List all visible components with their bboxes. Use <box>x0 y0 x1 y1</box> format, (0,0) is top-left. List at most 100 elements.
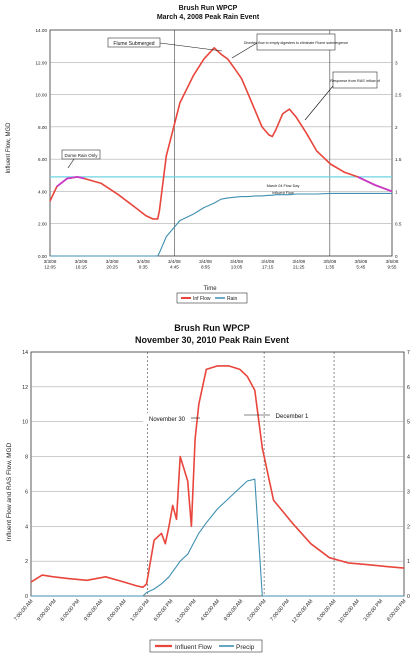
chart1-annotation-dome: Dome Rain Only <box>64 153 98 158</box>
y-tick-label: 4 <box>25 524 28 530</box>
x-tick-label: 5:00:00 AM <box>316 598 337 622</box>
x-tick-label: 9:00:00 PM <box>36 598 58 622</box>
plot-area <box>30 351 405 597</box>
x-tick-label: 3/3/08 16:15 <box>75 259 88 270</box>
y2-tick-label: 0 <box>395 254 398 259</box>
chart-march-2008: Brush Run WPCP March 4, 2008 Peak Rain E… <box>6 5 402 304</box>
x-tick-label: 12:00:00 AM <box>291 598 314 624</box>
y-tick-label: 12.00 <box>36 60 48 65</box>
x-tick-label: 8:00:00 AM <box>106 598 127 622</box>
chart1-legend: Inf Flow Rain <box>176 292 248 304</box>
x-tick-label: 9:00:00 AM <box>83 598 104 622</box>
chart2-legend-label-precip: Precip <box>236 644 255 651</box>
chart1-legend-label-rain: Rain <box>227 296 238 302</box>
y-tick-label: 14.00 <box>36 28 48 33</box>
y2-tick-label: 0 <box>407 594 410 600</box>
x-tick-label: 9:00:00 AM <box>223 598 244 622</box>
y-tick-label: 2 <box>25 559 28 565</box>
x-tick-label: 3/3/08 12:05 <box>44 259 57 270</box>
y-tick-label: 14 <box>22 350 28 356</box>
x-tick-label: 3/5/08 1:35 <box>323 259 336 270</box>
chart1-arrow-diverted <box>231 42 258 59</box>
x-tick-label: 6:00:00 PM <box>153 598 175 622</box>
chart2-legend-box <box>149 639 263 653</box>
y2-tick-label: 3.5 <box>395 28 402 33</box>
x-tick-label: 3/4/08 21:25 <box>292 259 305 270</box>
chart1-arrow-dome <box>67 158 75 169</box>
y2-tick-label: 7 <box>407 350 410 356</box>
y-tick-label: 4.00 <box>38 189 47 194</box>
chart2-legend: Influent Flow Precip <box>149 639 263 653</box>
y-tick-label: 10 <box>22 420 28 426</box>
chart1-arrow-flume <box>159 42 223 52</box>
y2-tick-label: 1 <box>395 189 398 194</box>
chart1-annotation-box-response <box>332 71 378 89</box>
y2-tick-label: 4 <box>407 455 410 461</box>
x-tick-label: 6:00:00 PM <box>60 598 82 622</box>
chart1-legend-box <box>176 292 248 304</box>
x-tick-label: 3/4/08 4:45 <box>168 259 181 270</box>
chart1-legend-label-inf: Inf Flow <box>193 296 211 302</box>
chart1-annotation-box-flume <box>107 37 161 48</box>
chart1-ylabel: Influent Flow, MGD <box>6 122 12 174</box>
x-tick-label: 8:00:00 PM <box>386 598 408 622</box>
x-tick-label: 3/3/08 20:25 <box>106 259 119 270</box>
y2-tick-label: 1 <box>407 559 410 565</box>
chart1-annotation-box-diverted <box>256 33 336 51</box>
y-tick-label: 0.00 <box>38 254 47 259</box>
chart1-annotation-response: Response from RAS inflow of <box>330 79 381 83</box>
chart1-subtitle: March 4, 2008 Peak Rain Event <box>157 14 260 21</box>
chart2-title: Brush Run WPCP <box>174 323 250 333</box>
x-tick-label: 3:00:00 PM <box>363 598 385 622</box>
y-tick-label: 8.00 <box>38 125 47 130</box>
plot-area <box>49 29 393 257</box>
y2-tick-label: 0.5 <box>395 222 402 227</box>
chart1-title: Brush Run WPCP <box>179 5 238 12</box>
chart2-annotation-dec1: December 1 <box>276 414 309 420</box>
y-tick-label: 0 <box>25 594 28 600</box>
y-tick-label: 10.00 <box>36 93 48 98</box>
chart2-annotation-box-nov30 <box>143 413 191 423</box>
chart1-annotation-flowday: March 04 Flow Day <box>267 184 300 188</box>
chart2-annotation-nov30: November 30 <box>149 417 186 423</box>
x-tick-label: 7:00:00 PM <box>269 598 291 622</box>
x-tick-label: 3/4/08 13:05 <box>230 259 243 270</box>
y-tick-label: 6 <box>25 489 28 495</box>
y-tick-label: 12 <box>22 385 28 391</box>
x-tick-label: 3/4/08 0:35 <box>137 259 150 270</box>
y-tick-label: 6.00 <box>38 157 47 162</box>
chart1-annotation-flume: Flume Submerged <box>113 41 154 47</box>
chart1-annotation-diverted: Diverted flow to empty digesters to elim… <box>244 41 348 45</box>
y-tick-label: 2.00 <box>38 222 47 227</box>
y2-tick-label: 2 <box>395 125 398 130</box>
chart-november-2010: Brush Run WPCP November 30, 2010 Peak Ra… <box>6 323 410 653</box>
series-line-influent-flow <box>30 365 405 589</box>
chart2-legend-label-flow: Influent Flow <box>175 644 212 651</box>
x-tick-label: 3/5/08 9:55 <box>386 259 399 270</box>
x-tick-label: 4:00:00 AM <box>200 598 221 622</box>
x-tick-label: 3/4/08 17:15 <box>261 259 274 270</box>
y2-tick-label: 5 <box>407 420 410 426</box>
y2-tick-label: 2 <box>407 524 410 530</box>
series-line-inf-flow <box>49 46 393 220</box>
y2-tick-label: 1.5 <box>395 157 402 162</box>
chart2-subtitle: November 30, 2010 Peak Rain Event <box>135 335 289 345</box>
y2-tick-label: 6 <box>407 385 410 391</box>
y-tick-label: 8 <box>25 455 28 461</box>
chart2-ylabel: Influent Flow and RAS Flow, MGD <box>6 442 13 541</box>
x-tick-label: 2:00:00 PM <box>246 598 268 622</box>
series-highlight-segment <box>56 175 85 188</box>
chart2-annotation-box-dec1 <box>270 410 314 420</box>
x-tick-label: 7:00:00 AM <box>13 598 34 622</box>
y2-tick-label: 2.5 <box>395 93 402 98</box>
x-tick-label: 3/5/08 5:45 <box>355 259 368 270</box>
y2-tick-label: 3 <box>395 60 398 65</box>
series-line-precip <box>31 478 404 597</box>
chart1-xlabel: Time <box>203 286 217 292</box>
chart1-arrow-response <box>304 85 334 121</box>
x-tick-label: 3/4/08 8:55 <box>199 259 212 270</box>
chart1-annotation-box-dome <box>61 149 101 160</box>
chart1-annotation-influent: Influent Flow <box>272 191 294 195</box>
x-tick-label: 1:00:00 PM <box>129 598 151 622</box>
y2-tick-label: 3 <box>407 489 410 495</box>
